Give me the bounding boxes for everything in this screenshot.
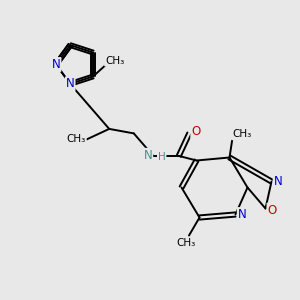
Text: CH₃: CH₃ [176,238,196,248]
Text: N: N [66,77,75,90]
Text: N: N [238,208,247,221]
Text: O: O [268,203,277,217]
Text: CH₃: CH₃ [232,129,251,140]
Text: N: N [52,58,61,71]
Text: H: H [158,152,166,162]
Text: CH₃: CH₃ [105,56,124,66]
Text: N: N [274,175,283,188]
Text: O: O [191,125,200,138]
Text: N: N [143,149,152,162]
Text: CH₃: CH₃ [67,134,86,144]
